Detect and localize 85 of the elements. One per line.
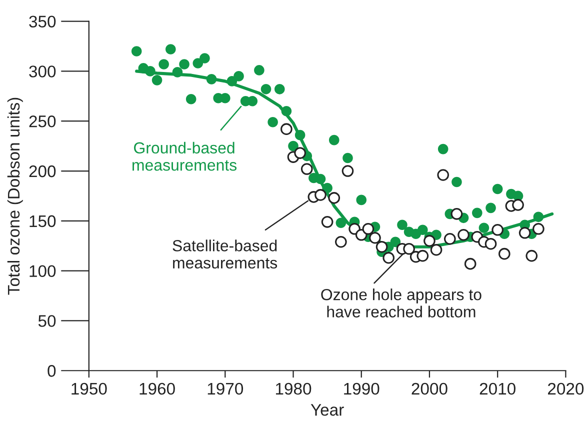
- point: [512, 199, 524, 211]
- x-axis-title: Year: [310, 404, 344, 416]
- point: [438, 144, 448, 154]
- point: [437, 169, 450, 181]
- point: [321, 216, 334, 228]
- point: [390, 236, 401, 248]
- point: [336, 218, 346, 228]
- point: [300, 163, 313, 175]
- point: [152, 75, 162, 86]
- point: [356, 194, 367, 206]
- y-tick-label: 50: [38, 315, 56, 327]
- point: [294, 147, 306, 159]
- point: [322, 182, 332, 194]
- y-tick-label: 0: [48, 365, 56, 377]
- x-tick-label: 1960: [140, 382, 175, 395]
- point: [314, 189, 326, 201]
- point: [486, 202, 496, 214]
- point: [186, 94, 196, 104]
- point: [234, 71, 244, 82]
- point: [328, 134, 340, 146]
- point: [498, 248, 510, 260]
- point: [328, 192, 340, 204]
- point: [526, 250, 538, 262]
- point: [492, 184, 503, 194]
- point: [518, 226, 531, 239]
- point: [294, 130, 306, 140]
- point: [254, 65, 264, 76]
- point: [369, 232, 381, 244]
- point: [424, 234, 436, 247]
- point: [444, 232, 456, 245]
- point: [335, 236, 347, 248]
- y-tick-label: 350: [29, 16, 56, 28]
- y-tick-label: 200: [29, 165, 56, 178]
- point: [268, 116, 278, 128]
- point: [458, 228, 470, 241]
- point: [450, 208, 463, 220]
- point: [158, 59, 169, 70]
- point: [418, 224, 428, 236]
- y-tick-label: 250: [29, 116, 56, 128]
- point: [342, 165, 354, 177]
- x-tick-label: 1990: [344, 382, 380, 395]
- legend-label: Ground-based measurements: [132, 142, 237, 171]
- point: [416, 250, 429, 262]
- point: [260, 84, 272, 94]
- x-tick-label: 2020: [548, 382, 584, 395]
- point: [131, 46, 142, 56]
- point: [397, 220, 408, 230]
- y-tick-label: 150: [30, 215, 56, 228]
- point: [192, 58, 204, 68]
- point: [472, 208, 482, 218]
- y-tick-label: 100: [30, 265, 56, 278]
- point: [464, 258, 476, 270]
- annotation: Ozone hole appears to have reached bottom: [321, 288, 482, 318]
- x-tick-label: 1970: [208, 382, 244, 395]
- point: [315, 174, 326, 184]
- point: [200, 53, 210, 64]
- point: [362, 222, 374, 235]
- point: [484, 238, 497, 250]
- point: [288, 140, 298, 152]
- point: [172, 67, 183, 78]
- point: [166, 44, 176, 54]
- y-axis-title: Total ozone (Dobson units): [7, 98, 23, 295]
- x-tick-label: 1950: [72, 382, 107, 395]
- point: [403, 242, 415, 255]
- y-tick-label: 300: [29, 66, 56, 78]
- point: [274, 84, 285, 94]
- x-tick-label: 2010: [480, 382, 516, 395]
- x-tick-label: 2000: [412, 382, 448, 395]
- point: [206, 74, 217, 84]
- point: [452, 176, 462, 188]
- point: [532, 222, 544, 235]
- legend-label: Satellite-based measurements: [172, 240, 278, 269]
- x-tick-label: 1980: [276, 382, 312, 395]
- point: [382, 252, 395, 264]
- point: [376, 240, 388, 253]
- point: [533, 212, 544, 222]
- point: [247, 96, 258, 106]
- point: [280, 123, 292, 136]
- point: [492, 224, 504, 236]
- point: [281, 106, 292, 116]
- point: [179, 59, 190, 70]
- point: [145, 66, 156, 76]
- point: [342, 152, 353, 164]
- point: [478, 222, 490, 234]
- point: [430, 244, 442, 256]
